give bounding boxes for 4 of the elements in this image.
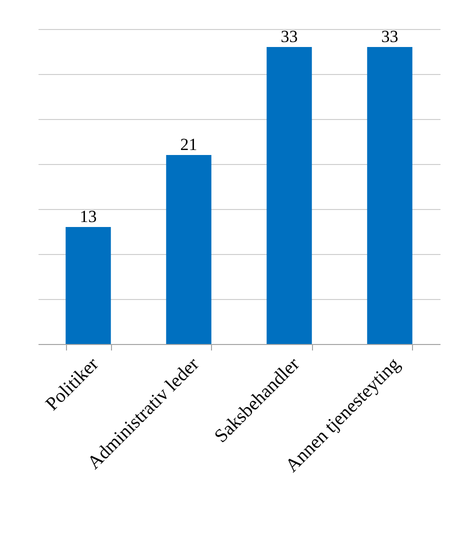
data-label: 21 (180, 135, 198, 154)
data-label: 13 (80, 207, 97, 226)
data-label: 33 (280, 27, 298, 46)
data-label: 33 (381, 27, 398, 46)
